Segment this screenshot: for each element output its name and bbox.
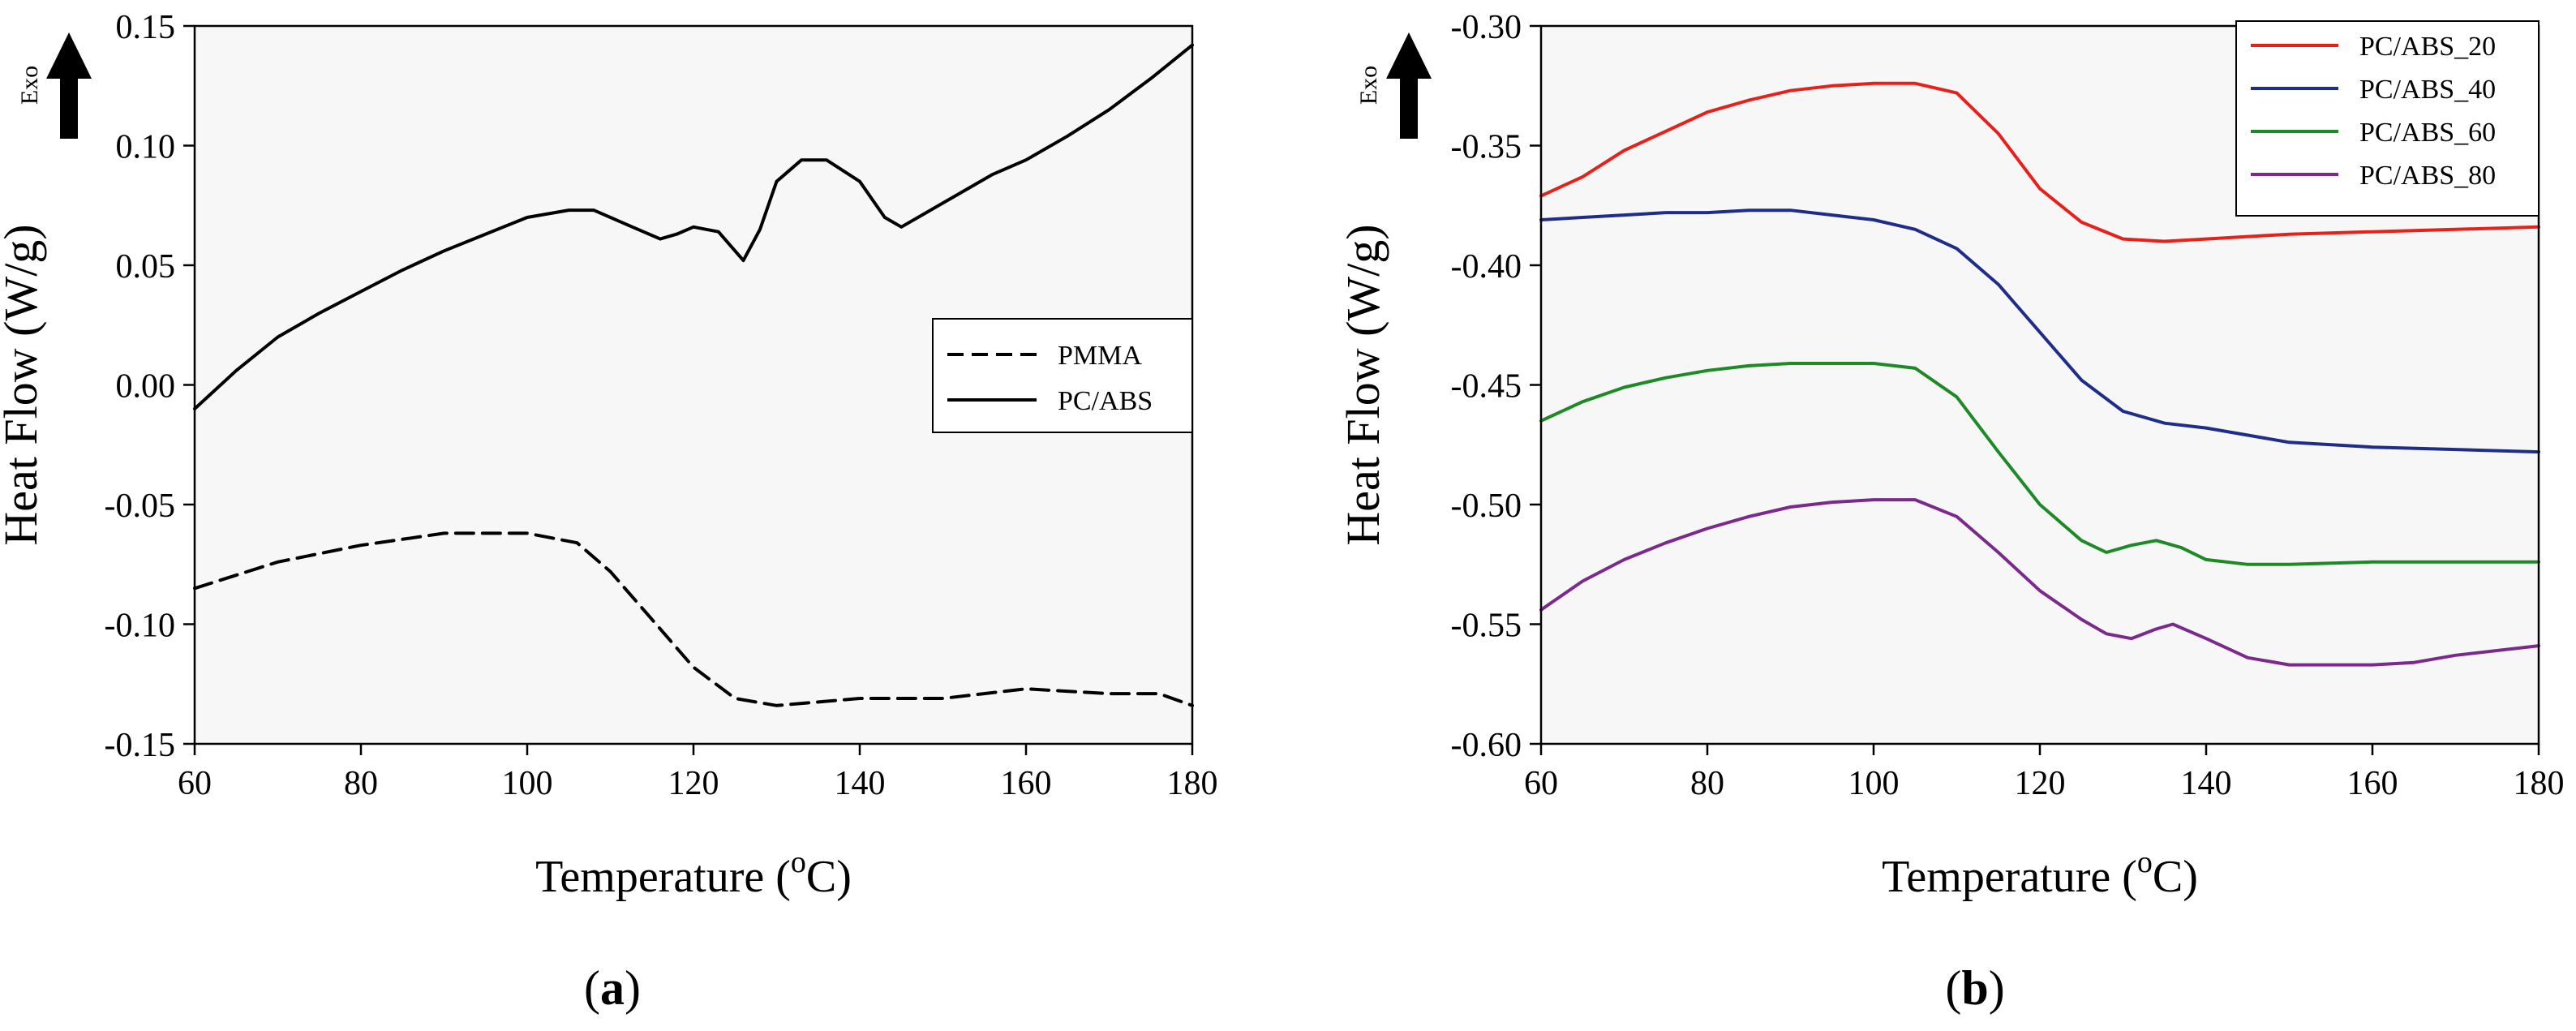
x-tick-label: 120: [2015, 765, 2066, 802]
series-line-pc-abs-60: [1539, 362, 2540, 566]
series-line-pc-abs-80: [1539, 498, 2540, 667]
exo-label: Exo: [1355, 66, 1382, 105]
y-tick-label: -0.45: [1451, 368, 1522, 406]
legend-label: PC/ABS: [1058, 386, 1153, 416]
exo-arrow-shaft: [60, 77, 78, 139]
exo-arrow-icon: [46, 32, 92, 79]
x-axis-title: Temperature (oC): [1882, 845, 2198, 902]
x-tick-label: 180: [1167, 765, 1218, 802]
x-tick-label: 100: [1848, 765, 1900, 802]
panel-label: (b): [1945, 961, 2004, 1015]
series-line-pmma: [193, 531, 1194, 707]
series-line-pc-abs: [193, 43, 1194, 410]
x-tick-label: 140: [2181, 765, 2232, 802]
legend-label: PC/ABS_20: [2359, 32, 2496, 62]
y-tick-label: 0.10: [116, 129, 176, 166]
legend-label: PC/ABS_80: [2359, 161, 2496, 191]
x-tick-label: 120: [668, 765, 719, 802]
x-tick-label: 180: [2514, 765, 2565, 802]
y-tick-label: 0.05: [116, 248, 176, 286]
x-tick-label: 80: [344, 765, 378, 802]
x-axis-title: Temperature (oC): [535, 845, 852, 902]
legend-box: [2235, 20, 2540, 217]
y-axis-title: Heat Flow (W/g): [1337, 224, 1389, 545]
y-tick-label: -0.10: [105, 608, 176, 645]
y-tick-label: -0.15: [105, 727, 176, 764]
chart-panel-b: 60 80 100 120 140 160 180 -0.60 -0.55 -0.50 -0.45 -…: [1337, 9, 2565, 1015]
y-tick-label: -0.55: [1451, 608, 1522, 645]
exo-label: Exo: [16, 66, 43, 105]
y-tick-label: -0.60: [1451, 727, 1522, 764]
series-line-pc-abs-40: [1539, 208, 2540, 454]
legend-label: PMMA: [1058, 341, 1142, 371]
y-tick-label: -0.35: [1451, 129, 1522, 166]
y-tick-label: 0.15: [116, 9, 176, 46]
y-tick-label: -0.50: [1451, 488, 1522, 525]
x-tick-label: 140: [835, 765, 886, 802]
x-tick-label: 60: [178, 765, 212, 802]
x-tick-label: 160: [1001, 765, 1052, 802]
x-tick-label: 100: [502, 765, 553, 802]
legend: PC/ABS_20 PC/ABS_40 PC/ABS_60 PC/ABS_80: [2235, 20, 2540, 217]
y-tick-label: 0.00: [116, 368, 176, 406]
y-tick-label: -0.40: [1451, 248, 1522, 286]
y-axis-title: Heat Flow (W/g): [0, 224, 47, 545]
chart-panel-a: 60 80 100 120 140 160 180 -0.15 -0.10 -0.05 0.00 0.…: [0, 9, 1218, 1015]
x-tick-label: 160: [2347, 765, 2398, 802]
legend-label: PC/ABS_40: [2359, 75, 2496, 105]
legend-label: PC/ABS_60: [2359, 118, 2496, 148]
x-tick-label: 60: [1524, 765, 1558, 802]
y-tick-label: -0.05: [105, 488, 176, 525]
x-tick-label: 80: [1690, 765, 1724, 802]
legend: PMMA PC/ABS: [932, 318, 1193, 433]
series-line-pc-abs-20: [1539, 81, 2540, 243]
exo-arrow-icon: [1386, 32, 1432, 79]
y-tick-label: -0.30: [1451, 9, 1522, 46]
exo-arrow-shaft: [1400, 77, 1418, 139]
legend-box: [932, 318, 1193, 433]
panel-label: (a): [584, 961, 641, 1015]
